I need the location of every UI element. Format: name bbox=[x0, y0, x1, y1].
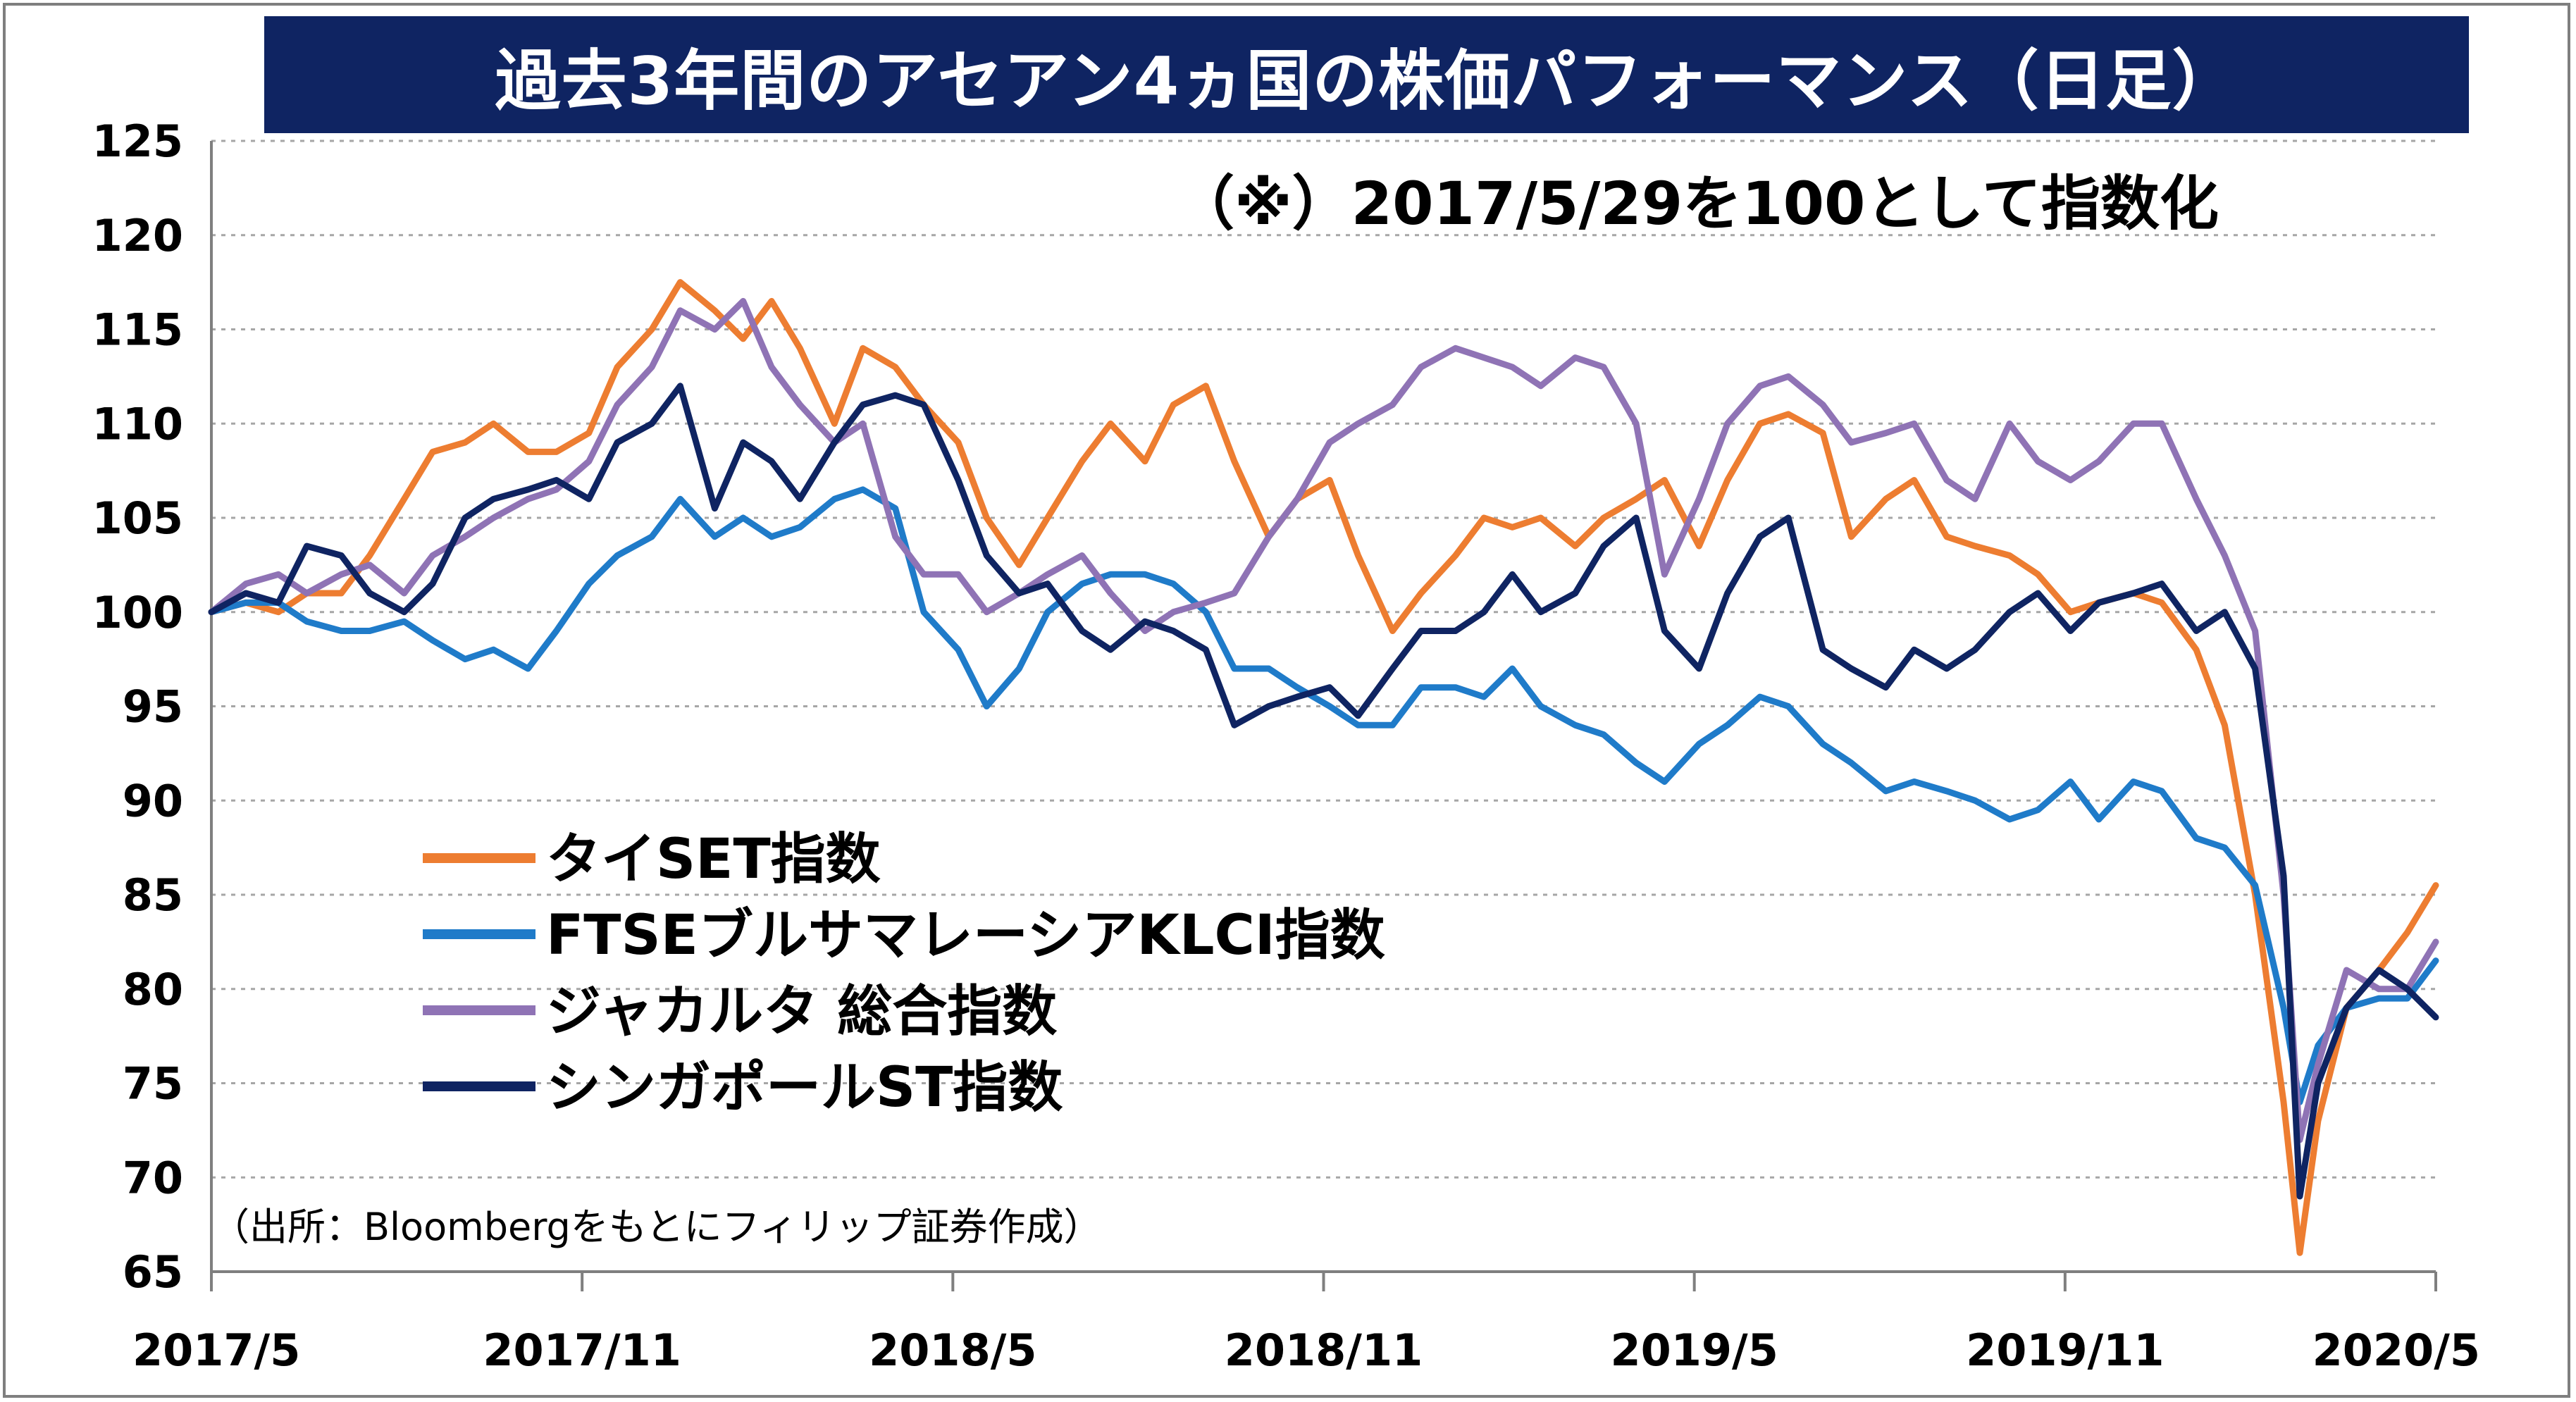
legend-label: FTSEブルサマレーシアKLCI指数 bbox=[546, 904, 1385, 967]
y-tick-label: 95 bbox=[123, 681, 183, 733]
x-ticks: 2017/5 2017/11 2018/5 2018/11 2019/5 2019/11 2… bbox=[132, 1272, 2480, 1376]
y-tick-label: 90 bbox=[123, 775, 183, 826]
chart-title: 過去3年間のアセアン4ヵ国の株価パフォーマンス（日足） bbox=[495, 42, 2238, 119]
chart-frame bbox=[3, 3, 2570, 1398]
title-bar: 過去3年間のアセアン4ヵ国の株価パフォーマンス（日足） bbox=[264, 16, 2469, 133]
y-tick-label: 110 bbox=[92, 398, 183, 449]
legend-label: シンガポールST指数 bbox=[546, 1056, 1063, 1119]
series-line-2 bbox=[208, 486, 2439, 1105]
x-tick-label: 2019/5 bbox=[1610, 1325, 1778, 1376]
y-tick-labels: 65 70 75 80 85 90 95 100 105 110 115 120 125 bbox=[92, 116, 183, 1298]
y-tick-label: 70 bbox=[123, 1152, 183, 1203]
x-tick-label: 2017/11 bbox=[483, 1325, 681, 1376]
x-tick-label: 2020/5 bbox=[2312, 1325, 2480, 1376]
grid-lines bbox=[211, 139, 2436, 1179]
y-tick-label: 65 bbox=[123, 1246, 183, 1298]
series-line-4 bbox=[208, 383, 2439, 1200]
y-tick-label: 120 bbox=[92, 210, 183, 261]
y-tick-label: 125 bbox=[92, 116, 183, 167]
x-tick-label: 2018/11 bbox=[1225, 1325, 1423, 1376]
legend-label: タイSET指数 bbox=[546, 828, 881, 891]
series-line-1 bbox=[208, 279, 2439, 1256]
x-tick-label: 2019/11 bbox=[1966, 1325, 2164, 1376]
series-lines bbox=[208, 279, 2439, 1256]
x-tick-label: 2017/5 bbox=[132, 1325, 300, 1376]
y-tick-label: 115 bbox=[92, 304, 183, 356]
series-line-3 bbox=[208, 297, 2439, 1143]
chart-subtitle: （※）2017/5/29を100として指数化 bbox=[1175, 169, 2219, 238]
y-tick-label: 105 bbox=[92, 492, 183, 544]
y-tick-label: 75 bbox=[123, 1058, 183, 1110]
y-tick-label: 80 bbox=[123, 964, 183, 1015]
source-note: （出所：Bloombergをもとにフィリップ証券作成） bbox=[211, 1205, 1102, 1249]
legend-label: ジャカルタ 総合指数 bbox=[546, 980, 1057, 1043]
y-tick-label: 85 bbox=[123, 869, 183, 921]
y-tick-label: 100 bbox=[92, 587, 183, 638]
x-tick-label: 2018/5 bbox=[869, 1325, 1036, 1376]
